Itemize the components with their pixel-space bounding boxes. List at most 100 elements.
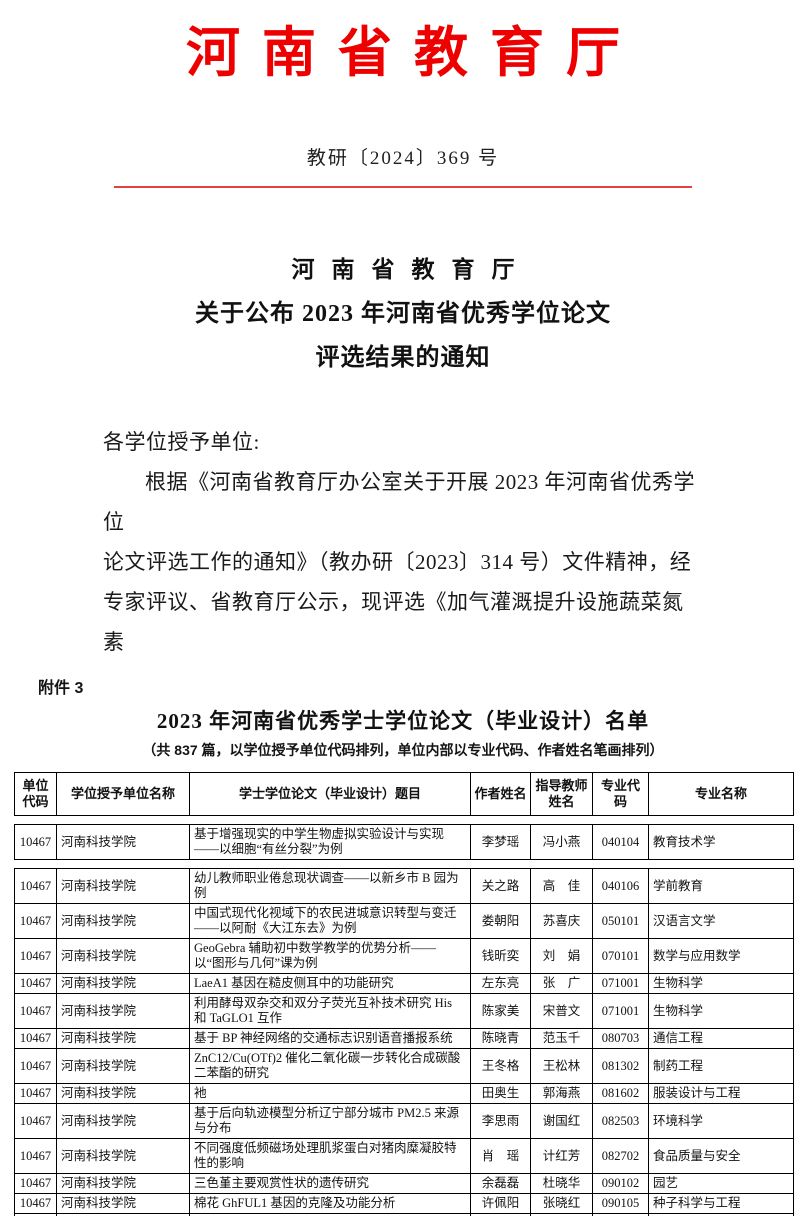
author-cell: 李梦瑶 [470,824,531,860]
author-cell: 娄朝阳 [470,903,531,939]
notice-body: 各学位授予单位: 根据《河南省教育厅办公室关于开展 2023 年河南省优秀学位 … [103,422,703,662]
table-row: 10467 河南科技学院 GeoGebra 辅助初中数学教学的优势分析——以“图形与… [14,938,794,974]
table-row: 10467 河南科技学院 棉花 GhFUL1 基因的克隆及功能分析 许佩阳 张晓红 090… [14,1193,794,1214]
table-row: 10467 河南科技学院 ZnC12/Cu(OTf)2 催化二氧化碳一步转化合成碳酸… [14,1048,794,1084]
unit-code-cell: 10467 [14,993,57,1029]
notice-title-line1: 河南省教育厅 [291,257,532,282]
thesis-title-cell: 棉花 GhFUL1 基因的克隆及功能分析 [189,1193,471,1214]
attachment-table-subtitle: （共 837 篇，以学位授予单位代码排列，单位内部以专业代码、作者姓名笔画排列） [142,742,664,758]
major-code-cell: 081602 [592,1083,649,1104]
author-cell: 陈家美 [470,993,531,1029]
major-code-cell: 082503 [592,1103,649,1139]
thesis-title-cell: 幼儿教师职业倦怠现状调查——以新乡市 B 园为例 [189,868,471,904]
thesis-title-cell: 基于 BP 神经网络的交通标志识别语音播报系统 [189,1028,471,1049]
author-cell: 田奥生 [470,1083,531,1104]
col-header-author: 作者姓名 [470,772,531,816]
author-cell: 陈晓青 [470,1028,531,1049]
table-row: 10467 河南科技学院衪田奥生 郭海燕 081602 服装设计与工程 [14,1083,794,1104]
institution-cell: 河南科技学院 [56,973,190,994]
institution-cell: 河南科技学院 [56,1048,190,1084]
col-header-major-name: 专业名称 [648,772,794,816]
institution-cell: 河南科技学院 [56,1028,190,1049]
table-row: 10467 河南科技学院 中国式现代化视域下的农民进城意识转型与变迁——以阿耐《大江… [14,903,794,939]
major-code-cell: 081302 [592,1048,649,1084]
major-name-cell: 学前教育 [648,868,794,904]
institution-cell: 河南科技学院 [56,993,190,1029]
table-row: 10467 河南科技学院 三色堇主要观赏性状的遗传研究 余磊磊 杜晓华 090102 园艺 [14,1173,794,1194]
thesis-title-cell: GeoGebra 辅助初中数学教学的优势分析——以“图形与几何”课为例 [189,938,471,974]
advisor-cell: 刘 娟 [530,938,593,974]
author-cell: 关之路 [470,868,531,904]
col-header-major-code: 专业代码 [592,772,649,816]
body-line: 根据《河南省教育厅办公室关于开展 2023 年河南省优秀学位 [103,470,695,534]
attachment-table-title: 2023 年河南省优秀学士学位论文（毕业设计）名单 [156,709,650,733]
institution-cell: 河南科技学院 [56,938,190,974]
major-name-cell: 教育技术学 [648,824,794,860]
unit-code-cell: 10467 [14,903,57,939]
major-name-cell: 生物科学 [648,993,794,1029]
unit-code-cell: 10467 [14,1048,57,1084]
table-row: 10467河南科技学院交叉引物等温扩增结合免疫层析试纸条可视化检测单增李斯特菌方… [14,1213,794,1216]
unit-code-cell: 10467 [14,824,57,860]
institution-cell: 河南科技学院 [56,1103,190,1139]
body-line: 专家评议、省教育厅公示，现评选《加气灌溉提升设施蔬菜氮素 [103,590,684,654]
major-name-cell: 动物科学 [648,1213,794,1216]
major-name-cell: 食品质量与安全 [648,1138,794,1174]
thesis-title-cell: 中国式现代化视域下的农民进城意识转型与变迁——以阿耐《大江东去》为例 [189,903,471,939]
table-row: 10467 河南科技学院 基于后向轨迹模型分析辽宁部分城市 PM2.5 来源与分布李… [14,1103,794,1139]
unit-code-cell: 10467 [14,973,57,994]
col-header-thesis-title: 学士学位论文（毕业设计）题目 [189,772,471,816]
advisor-cell: 王松林 [530,1048,593,1084]
major-name-cell: 通信工程 [648,1028,794,1049]
major-name-cell: 生物科学 [648,973,794,994]
table-row: 10467 河南科技学院 基于增强现实的中学生物虚拟实验设计与实现——以细胞“有丝分… [14,824,794,860]
major-code-cell: 040104 [592,824,649,860]
advisor-cell: 计红芳 [530,1138,593,1174]
major-name-cell: 环境科学 [648,1103,794,1139]
notice-title-line3: 评选结果的通知 [315,345,491,371]
major-name-cell: 园艺 [648,1173,794,1194]
col-header-unit-code: 单位 代码 [14,772,57,816]
unit-code-cell: 10467 [14,868,57,904]
salutation: 各学位授予单位: [103,430,260,454]
table-row: 10467 河南科技学院 幼儿教师职业倦怠现状调查——以新乡市 B 园为例 关之路高 … [14,868,794,904]
table-row: 10467 河南科技学院 LaeA1 基因在糙皮侧耳中的功能研究 左东亮张 广 0710… [14,973,794,994]
advisor-cell: 谢国红 [530,1103,593,1139]
attachment-label: 附件 3 [38,680,84,697]
unit-code-cell: 10467 [14,1083,57,1104]
author-cell: 钱昕奕 [470,938,531,974]
table-row: 10467 河南科技学院 基于 BP 神经网络的交通标志识别语音播报系统 陈晓青 范玉千… [14,1028,794,1049]
advisor-cell: 郭海燕 [530,1083,593,1104]
results-table-header: 单位 代码 学位授予单位名称 学士学位论文（毕业设计）题目 作者姓名 指导教师 … [14,772,794,816]
major-name-cell: 数学与应用数学 [648,938,794,974]
document-number: 教研〔2024〕369 号 [306,148,500,169]
thesis-title-cell: LaeA1 基因在糙皮侧耳中的功能研究 [189,973,471,994]
unit-code-cell: 10467 [14,1138,57,1174]
table-row: 10467 河南科技学院 不同强度低频磁场处理肌浆蛋白对猪肉糜凝胶特性的影响肖 瑶计… [14,1138,794,1174]
notice-title: 河南省教育厅 关于公布 2023 年河南省优秀学位论文 评选结果的通知 [0,248,806,380]
col-header-advisor: 指导教师 姓名 [530,772,593,816]
major-code-cell: 070101 [592,938,649,974]
major-code-cell: 050101 [592,903,649,939]
advisor-cell: 宋普文 [530,993,593,1029]
advisor-cell: 高 佳 [530,868,593,904]
thesis-title-cell: 衪 [189,1083,471,1104]
major-name-cell: 汉语言文学 [648,903,794,939]
agency-letterhead-title: 河南省教育厅 [186,23,642,83]
institution-cell: 河南科技学院 [56,1138,190,1174]
results-table-group-1: 10467 河南科技学院 基于增强现实的中学生物虚拟实验设计与实现——以细胞“有丝分… [14,824,794,860]
advisor-cell: 范玉千 [530,1028,593,1049]
institution-cell: 河南科技学院 [56,1173,190,1194]
advisor-cell: 张 广 [530,973,593,994]
body-line: 论文评选工作的通知》（教办研〔2023〕314 号）文件精神，经 [103,550,692,574]
thesis-title-cell: 利用酵母双杂交和双分子荧光互补技术研究 His 和 TaGLO1 互作 [189,993,471,1029]
author-cell: 李思雨 [470,1103,531,1139]
major-name-cell: 服装设计与工程 [648,1083,794,1104]
table-row: 10467 河南科技学院 利用酵母双杂交和双分子荧光互补技术研究 His 和 TaG… [14,993,794,1029]
advisor-cell: 杜晓华 [530,1173,593,1194]
author-cell: 左东亮 [470,973,531,994]
unit-code-cell: 10467 [14,1103,57,1139]
thesis-title-cell: 基于后向轨迹模型分析辽宁部分城市 PM2.5 来源与分布 [189,1103,471,1139]
institution-cell: 河南科技学院 [56,1083,190,1104]
major-code-cell: 040106 [592,868,649,904]
